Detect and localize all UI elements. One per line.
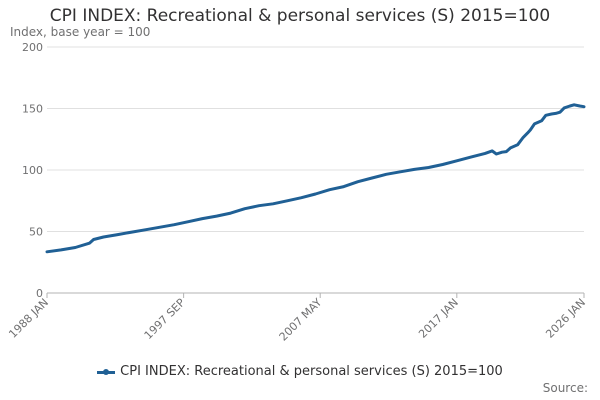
- series-line[interactable]: [45, 103, 586, 254]
- y-tick-label: 150: [22, 103, 43, 116]
- y-tick-label: 50: [29, 226, 43, 239]
- x-tick-label: 2017 JAN: [416, 296, 461, 341]
- x-tick-label: 1997 SEP: [142, 296, 188, 342]
- y-tick-label: 100: [22, 164, 43, 177]
- y-tick-label: 200: [22, 41, 43, 54]
- chart-title: CPI INDEX: Recreational & personal servi…: [49, 6, 551, 26]
- legend-label: CPI INDEX: Recreational & personal servi…: [120, 364, 503, 379]
- y-axis-ticks: 0 50 100 150 200: [22, 41, 43, 300]
- source-label: Source:: [542, 381, 588, 395]
- x-tick-label: 2026 JAN: [543, 296, 588, 341]
- x-tick-label: 2007 MAY: [277, 296, 325, 344]
- y-axis-unit-label: Index, base year = 100: [10, 25, 151, 39]
- grid-lines: [47, 46, 584, 294]
- x-tick-label: 1988 JAN: [6, 296, 51, 341]
- y-tick-label: 0: [36, 287, 43, 300]
- legend[interactable]: CPI INDEX: Recreational & personal servi…: [0, 364, 600, 379]
- x-axis-ticks: 1988 JAN 1997 SEP 2007 MAY 2017 JAN 2026 JAN: [6, 293, 588, 344]
- series-group: [45, 103, 586, 254]
- legend-line-marker-icon: [97, 367, 116, 377]
